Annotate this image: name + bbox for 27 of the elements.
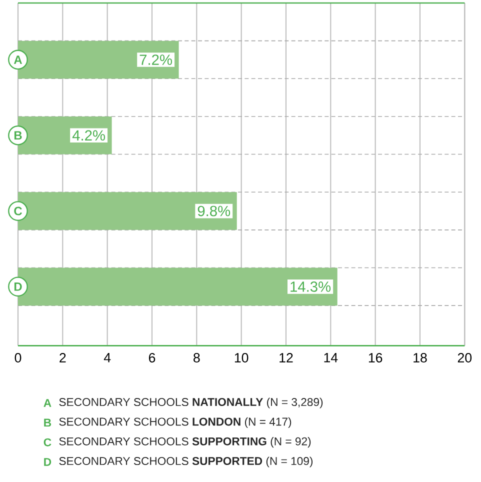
x-tick-label: 14 (324, 353, 338, 362)
data-label: 14.3% (290, 281, 331, 292)
category-label: D (44, 458, 52, 466)
text: SECONDARY SCHOOLS SUPPORTED (N = 109) (59, 456, 313, 468)
text: SECONDARY SCHOOLS LONDON (N = 417) (59, 417, 292, 428)
x-tick-label: 20 (458, 353, 472, 362)
y-tick-label: D (14, 282, 22, 291)
text: SECONDARY SCHOOLS SUPPORTING (N = 92) (59, 437, 311, 448)
category-label: B (44, 418, 52, 427)
x-tick-label: 6 (148, 353, 156, 362)
category-label: C (44, 438, 52, 446)
data-label: 4.2% (72, 130, 105, 141)
x-tick-label: 10 (234, 353, 248, 362)
x-tick-label: 2 (60, 353, 66, 362)
x-tick-label: 8 (194, 353, 200, 362)
text: SECONDARY SCHOOLS NATIONALLY (N = 3,289) (59, 398, 323, 408)
x-tick-label: 12 (280, 353, 293, 362)
y-tick-label: A (14, 56, 22, 64)
x-tick-label: 0 (14, 353, 22, 362)
x-tick-label: 16 (368, 353, 382, 362)
data-label: 7.2% (140, 54, 172, 65)
y-tick-label: C (14, 206, 22, 216)
data-label: 9.8% (198, 206, 230, 216)
x-tick-label: 18 (414, 353, 427, 362)
category-label: A (44, 399, 52, 407)
y-tick-label: B (14, 131, 22, 140)
x-tick-label: 4 (104, 353, 111, 362)
